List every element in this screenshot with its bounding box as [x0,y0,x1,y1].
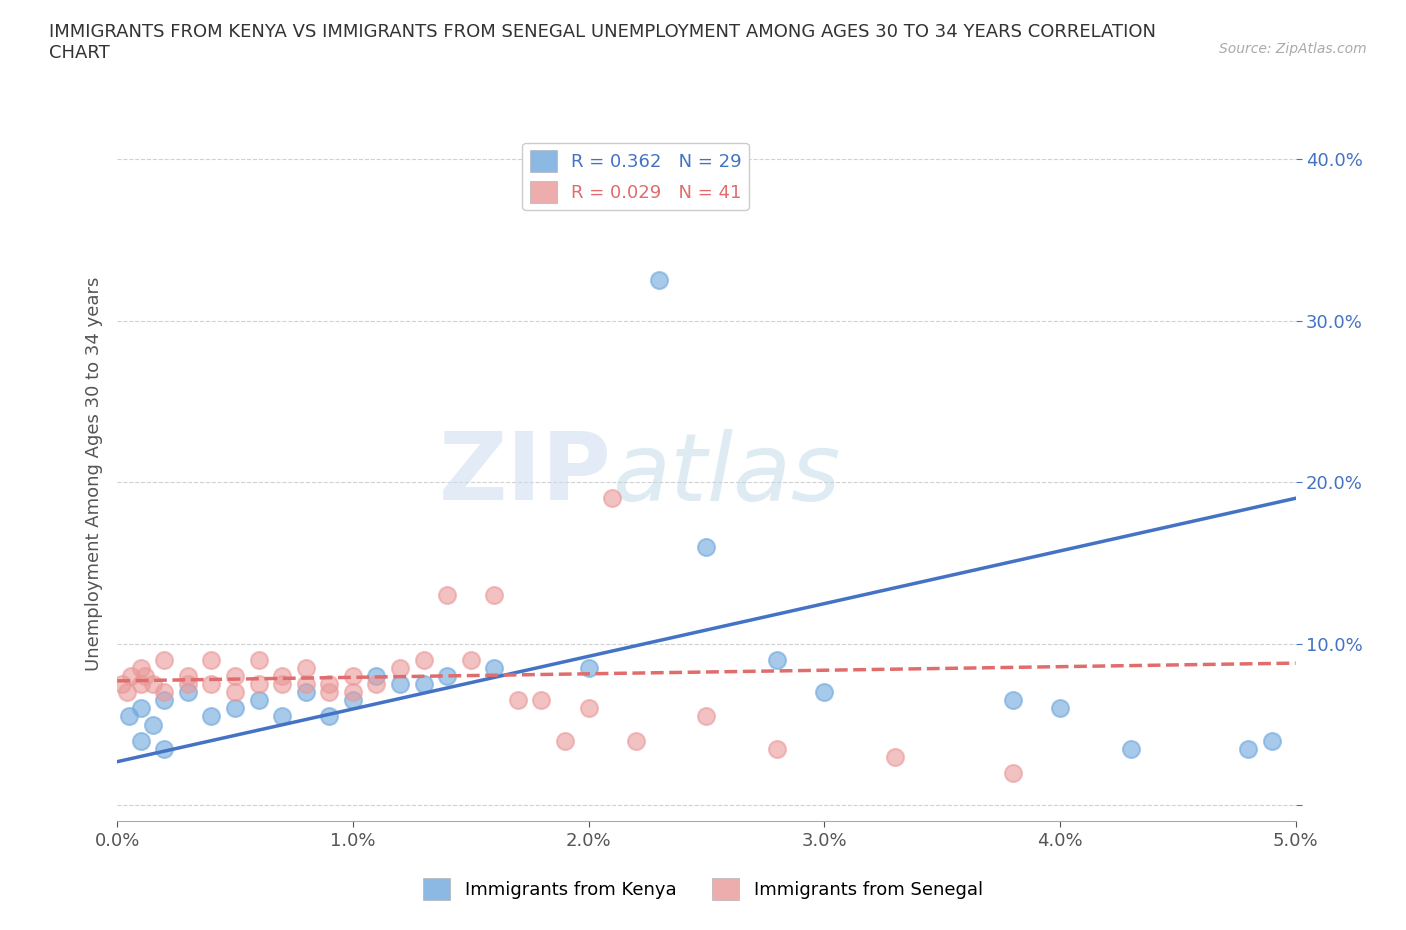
Point [366,669,388,684]
Text: IMMIGRANTS FROM KENYA VS IMMIGRANTS FROM SENEGAL UNEMPLOYMENT AMONG AGES 30 TO 3: IMMIGRANTS FROM KENYA VS IMMIGRANTS FROM… [49,23,1156,62]
Point [177,677,200,692]
Point [118,709,141,724]
Point [129,660,152,675]
Point [153,684,176,699]
Point [177,684,200,699]
Point [1001,693,1024,708]
Point [813,684,835,699]
Point [120,669,142,684]
Point [436,669,458,684]
Point [224,701,246,716]
Point [141,677,163,692]
Point [271,669,294,684]
Point [271,677,294,692]
Point [624,733,647,748]
Point [1001,765,1024,780]
Point [412,653,434,668]
Point [530,693,553,708]
Point [129,733,152,748]
Point [318,684,340,699]
Point [153,653,176,668]
Point [648,272,671,287]
Point [412,677,434,692]
Point [1049,701,1071,716]
Point [342,669,364,684]
Point [436,588,458,603]
Point [271,709,294,724]
Point [578,660,600,675]
Point [224,669,246,684]
Point [484,660,506,675]
Point [766,653,789,668]
Point [115,684,138,699]
Point [318,677,340,692]
Text: Source: ZipAtlas.com: Source: ZipAtlas.com [1219,42,1367,56]
Point [388,677,411,692]
Point [1237,741,1260,756]
Point [554,733,576,748]
Point [129,701,152,716]
Point [342,684,364,699]
Point [695,539,717,554]
Point [224,684,246,699]
Point [695,709,717,724]
Point [111,677,134,692]
Point [1261,733,1284,748]
Point [388,660,411,675]
Point [318,709,340,724]
Legend: R = 0.362   N = 29, R = 0.029   N = 41: R = 0.362 N = 29, R = 0.029 N = 41 [523,142,749,210]
Text: ZIP: ZIP [439,428,612,520]
Point [129,677,152,692]
Point [1119,741,1142,756]
Point [200,677,222,692]
Point [247,677,270,692]
Point [247,653,270,668]
Point [578,701,600,716]
Point [766,741,789,756]
Point [294,684,316,699]
Point [200,709,222,724]
Point [294,677,316,692]
Point [366,677,388,692]
Point [294,660,316,675]
Point [153,741,176,756]
Point [247,693,270,708]
Point [484,588,506,603]
Point [600,491,623,506]
Point [342,693,364,708]
Point [506,693,529,708]
Point [134,669,156,684]
Legend: Immigrants from Kenya, Immigrants from Senegal: Immigrants from Kenya, Immigrants from S… [416,870,990,907]
Point [177,669,200,684]
Point [884,750,907,764]
Point [200,653,222,668]
Point [460,653,482,668]
Y-axis label: Unemployment Among Ages 30 to 34 years: Unemployment Among Ages 30 to 34 years [86,277,103,671]
Point [153,693,176,708]
Text: atlas: atlas [612,429,841,520]
Point [141,717,163,732]
